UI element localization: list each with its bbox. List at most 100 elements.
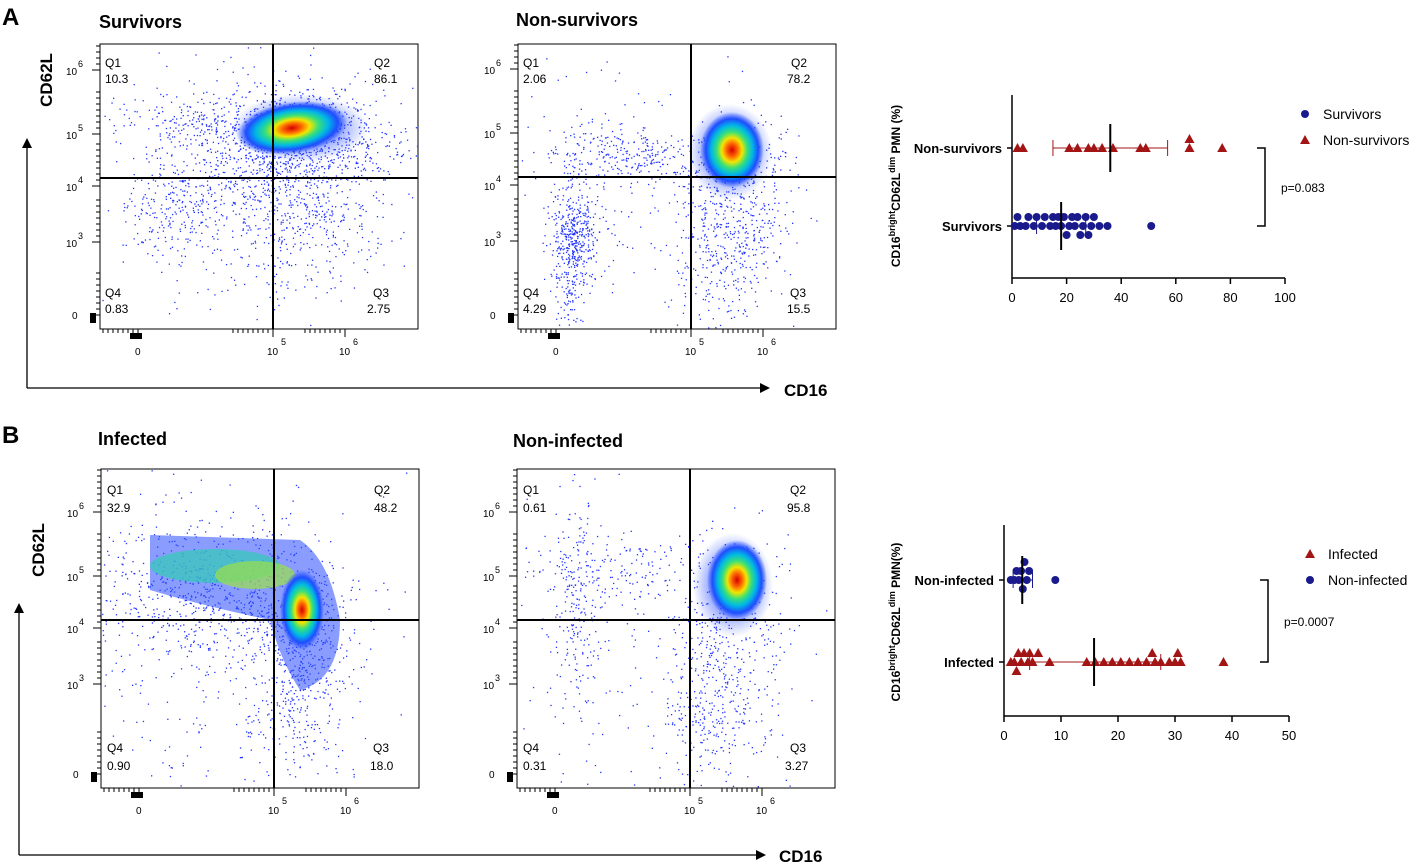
event-dot bbox=[212, 236, 214, 238]
event-dot bbox=[692, 236, 695, 238]
event-dot bbox=[240, 667, 242, 669]
event-dot bbox=[583, 282, 585, 284]
event-dot bbox=[380, 243, 382, 245]
x-tick-label: 0 bbox=[553, 347, 559, 358]
event-dot bbox=[248, 627, 250, 629]
event-dot bbox=[578, 168, 581, 170]
event-dot bbox=[275, 650, 277, 652]
event-dot bbox=[673, 172, 675, 174]
event-dot bbox=[711, 255, 714, 258]
event-dot bbox=[673, 181, 675, 184]
event-dot bbox=[579, 247, 581, 249]
event-dot bbox=[165, 208, 168, 210]
event-dot bbox=[657, 142, 659, 144]
event-dot bbox=[153, 534, 156, 536]
event-dot bbox=[200, 222, 202, 224]
event-dot bbox=[554, 196, 556, 198]
event-dot bbox=[725, 266, 727, 269]
event-dot bbox=[810, 217, 812, 220]
event-dot bbox=[313, 171, 315, 173]
event-dot bbox=[686, 265, 688, 267]
event-dot bbox=[753, 230, 755, 232]
event-dot bbox=[216, 157, 218, 159]
event-dot bbox=[347, 167, 349, 170]
event-dot bbox=[266, 181, 268, 183]
event-dot bbox=[342, 154, 344, 156]
event-dot bbox=[207, 226, 209, 228]
event-dot bbox=[371, 143, 373, 145]
event-dot bbox=[400, 131, 402, 133]
event-dot bbox=[740, 208, 742, 210]
event-dot bbox=[246, 225, 248, 227]
event-dot bbox=[201, 123, 203, 125]
event-dot bbox=[705, 290, 708, 292]
event-dot bbox=[236, 82, 238, 84]
event-dot bbox=[267, 174, 269, 176]
event-dot bbox=[141, 241, 143, 244]
event-dot bbox=[558, 247, 560, 249]
event-dot bbox=[140, 586, 142, 588]
event-dot bbox=[276, 161, 278, 163]
event-dot bbox=[213, 640, 215, 642]
event-dot bbox=[204, 114, 206, 116]
event-dot bbox=[253, 196, 256, 198]
event-dot bbox=[165, 198, 167, 200]
event-dot bbox=[282, 690, 284, 693]
event-dot bbox=[703, 239, 706, 241]
event-dot bbox=[316, 285, 318, 288]
event-dot bbox=[567, 273, 569, 276]
event-dot bbox=[274, 275, 276, 278]
event-dot bbox=[223, 164, 225, 167]
event-dot bbox=[571, 207, 573, 209]
event-dot bbox=[302, 93, 304, 95]
event-dot bbox=[201, 129, 203, 131]
event-dot bbox=[577, 221, 579, 223]
event-dot bbox=[586, 283, 588, 285]
event-dot bbox=[366, 259, 368, 261]
event-dot bbox=[325, 221, 327, 223]
event-dot bbox=[178, 124, 180, 126]
event-dot bbox=[289, 682, 291, 684]
event-dot bbox=[586, 205, 589, 208]
event-dot bbox=[565, 258, 568, 260]
event-dot bbox=[558, 246, 560, 248]
event-dot bbox=[583, 243, 585, 245]
event-dot bbox=[626, 160, 628, 162]
event-dot bbox=[346, 650, 348, 652]
event-dot bbox=[315, 297, 317, 299]
event-dot bbox=[278, 192, 280, 194]
event-dot bbox=[599, 139, 601, 142]
event-dot bbox=[229, 149, 231, 151]
event-dot bbox=[726, 254, 728, 256]
event-dot bbox=[184, 206, 187, 208]
event-dot bbox=[391, 240, 393, 242]
event-dot bbox=[267, 189, 269, 192]
event-dot bbox=[612, 259, 615, 262]
event-dot bbox=[198, 621, 200, 623]
event-dot bbox=[588, 239, 590, 241]
event-dot bbox=[323, 214, 325, 216]
event-dot bbox=[721, 204, 723, 206]
event-dot bbox=[187, 110, 189, 112]
event-dot bbox=[724, 270, 726, 272]
event-dot bbox=[798, 135, 800, 137]
event-dot bbox=[266, 166, 268, 168]
event-dot bbox=[583, 148, 585, 150]
data-point bbox=[1095, 222, 1104, 230]
event-dot bbox=[379, 168, 382, 170]
event-dot bbox=[743, 252, 745, 255]
event-dot bbox=[286, 227, 288, 229]
event-dot bbox=[332, 567, 334, 570]
event-dot bbox=[297, 204, 299, 207]
event-dot bbox=[684, 186, 686, 188]
event-dot bbox=[638, 171, 641, 173]
event-dot bbox=[582, 281, 585, 283]
event-dot bbox=[753, 104, 755, 106]
event-dot bbox=[318, 199, 320, 201]
event-dot bbox=[165, 196, 167, 198]
event-dot bbox=[640, 135, 642, 137]
event-dot bbox=[543, 207, 545, 209]
event-dot bbox=[574, 256, 576, 258]
event-dot bbox=[557, 248, 559, 250]
event-dot bbox=[354, 155, 356, 158]
